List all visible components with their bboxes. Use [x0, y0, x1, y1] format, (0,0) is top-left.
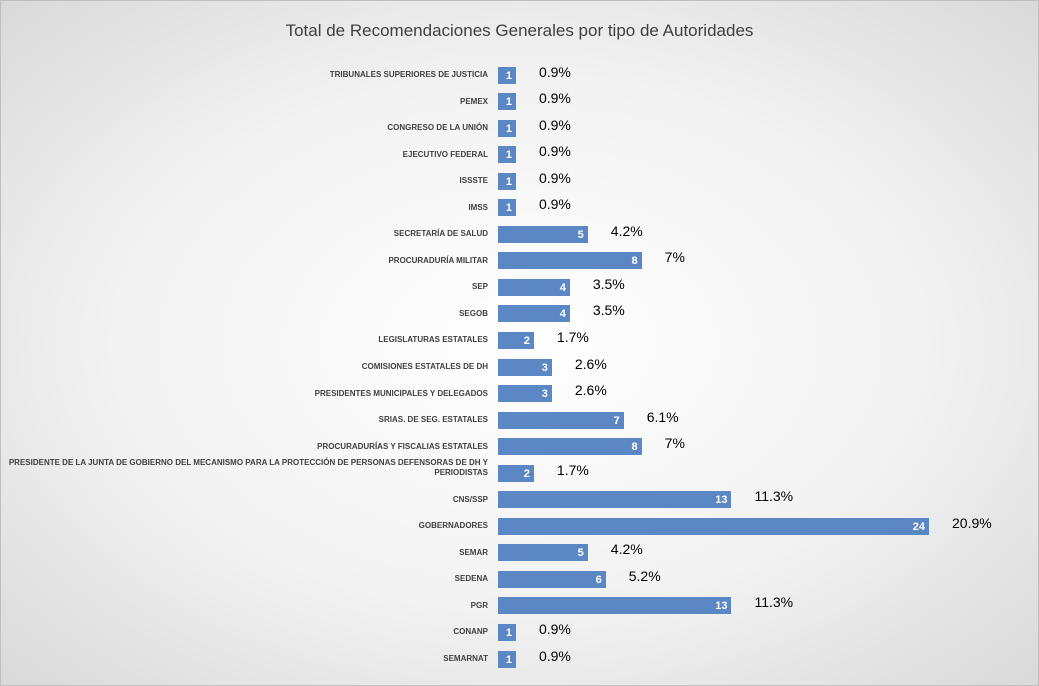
percent-label: 1.7%: [556, 461, 589, 478]
value-label: 8: [631, 255, 638, 268]
percent-label: 0.9%: [538, 143, 571, 160]
percent-label: 2.6%: [574, 355, 607, 372]
value-label: 1: [505, 175, 512, 188]
bar: [498, 544, 588, 562]
category-label: TRIBUNALES SUPERIORES DE JUSTICIA: [329, 70, 488, 79]
bar: [498, 438, 642, 456]
bar: [498, 225, 588, 243]
category-label: SEGOB: [459, 308, 488, 318]
percent-label: 11.3%: [754, 488, 794, 505]
value-label: 2: [523, 334, 530, 347]
bar: [498, 66, 516, 84]
percent-label: 0.9%: [538, 196, 571, 213]
percent-label: 0.9%: [538, 620, 571, 637]
value-label: 24: [912, 520, 925, 533]
category-label: CONGRESO DE LA UNIÓN: [387, 123, 488, 133]
category-label: SRIAS. DE SEG. ESTATALES: [378, 415, 488, 425]
bar: [498, 252, 642, 270]
value-label: 5: [577, 547, 584, 560]
bar: [498, 597, 732, 615]
percent-label: 11.3%: [754, 594, 794, 611]
percent-label: 20.9%: [952, 514, 992, 531]
bar: [498, 491, 732, 509]
value-label: 1: [505, 149, 512, 162]
bar: [498, 464, 534, 482]
category-label: SEDENA: [454, 574, 488, 584]
value-label: 1: [505, 96, 512, 109]
percent-label: 7%: [664, 435, 685, 452]
category-label: SEP: [471, 282, 488, 292]
percent-label: 0.9%: [538, 63, 571, 80]
bar: [498, 570, 606, 588]
category-label: SEMARNAT: [443, 654, 488, 663]
value-label: 1: [505, 653, 512, 666]
bar: [498, 93, 516, 111]
bar: [498, 650, 516, 668]
value-label: 1: [505, 202, 512, 215]
bar: [498, 331, 534, 349]
value-label: 1: [505, 69, 512, 82]
category-label: EJECUTIVO FEDERAL: [402, 149, 488, 159]
percent-label: 1.7%: [556, 328, 589, 345]
bar: [498, 146, 516, 164]
value-label: 13: [715, 494, 728, 507]
percent-label: 3.5%: [592, 302, 625, 319]
bar: [498, 199, 516, 217]
value-label: 5: [577, 228, 584, 241]
percent-label: 4.2%: [610, 222, 643, 239]
category-label: ISSSTE: [459, 176, 488, 186]
bar: [498, 119, 516, 137]
value-label: 3: [541, 388, 548, 401]
value-label: 4: [559, 281, 566, 294]
category-label: PEMEX: [459, 96, 488, 106]
bar: [498, 623, 516, 641]
value-label: 13: [715, 600, 728, 613]
value-label: 6: [595, 573, 602, 586]
category-label: GOBERNADORES: [418, 521, 488, 531]
bar: [498, 278, 570, 296]
category-label: COMISIONES ESTATALES DE DH: [361, 362, 488, 371]
value-label: 1: [505, 122, 512, 135]
bar: [498, 358, 552, 376]
chart-title: Total de Recomendaciones Generales por t…: [285, 21, 754, 40]
category-label: PROCURADURÍAS Y FISCALIAS ESTATALES: [317, 441, 488, 451]
bar: [498, 172, 516, 190]
percent-label: 3.5%: [592, 275, 625, 292]
value-label: 4: [559, 308, 566, 321]
bar: [498, 517, 929, 535]
bar: [498, 385, 552, 403]
bar: [498, 305, 570, 323]
value-label: 3: [541, 361, 548, 374]
category-label: PRESIDENTES MUNICIPALES Y DELEGADOS: [314, 388, 488, 398]
category-label: CONANP: [453, 627, 488, 637]
percent-label: 0.9%: [538, 169, 571, 186]
percent-label: 6.1%: [646, 408, 679, 425]
percent-label: 5.2%: [628, 567, 661, 584]
percent-label: 2.6%: [574, 382, 607, 399]
category-label: PROCURADURÍA MILITAR: [388, 255, 488, 265]
category-label: CNS/SSP: [452, 494, 488, 504]
value-label: 8: [631, 441, 638, 454]
value-label: 2: [523, 467, 530, 480]
bar: [498, 411, 624, 429]
category-label: PRESIDENTE DE LA JUNTA DE GOBIERNO DEL M…: [8, 458, 488, 478]
category-label: SECRETARÍA DE SALUD: [393, 229, 488, 239]
percent-label: 0.9%: [538, 116, 571, 133]
value-label: 1: [505, 626, 512, 639]
value-label: 7: [613, 414, 620, 427]
percent-label: 7%: [664, 249, 685, 266]
percent-label: 0.9%: [538, 90, 571, 107]
category-label: LEGISLATURAS ESTATALES: [378, 335, 488, 345]
category-label: IMSS: [468, 202, 488, 212]
category-label: PGR: [470, 600, 488, 610]
percent-label: 0.9%: [538, 647, 571, 664]
percent-label: 4.2%: [610, 541, 643, 558]
category-label: SEMAR: [459, 547, 488, 557]
